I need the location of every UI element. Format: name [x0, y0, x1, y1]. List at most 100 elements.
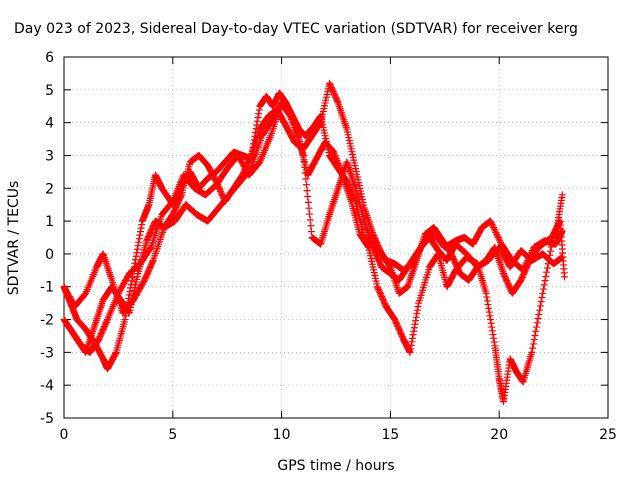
y-tick-label: 6 [45, 50, 54, 66]
data-point [488, 220, 496, 228]
data-point [491, 227, 499, 235]
x-tick-label: 5 [168, 427, 177, 443]
data-point [494, 234, 502, 241]
data-point [300, 157, 308, 165]
axis-tick-labels: 0 5 10 15 20 25 -5 -4 -3 -2 -1 0 1 2 3 4 5 6 [40, 50, 617, 443]
data-point [126, 287, 134, 295]
data-point [134, 242, 142, 250]
data-point [288, 114, 296, 122]
data-point [539, 289, 547, 297]
data-point [529, 344, 537, 352]
data-point [412, 313, 420, 321]
data-point [537, 298, 545, 306]
data-point [484, 301, 492, 309]
data-point [485, 308, 493, 316]
data-point [334, 98, 342, 106]
data-point [281, 97, 289, 105]
data-point [138, 221, 146, 229]
data-point [533, 323, 541, 331]
data-point [545, 256, 553, 264]
data-point [136, 228, 144, 236]
y-tick-label: 5 [45, 83, 54, 99]
data-point [434, 251, 442, 259]
data-point [411, 320, 419, 328]
data-point [330, 150, 338, 158]
data-point [121, 316, 129, 324]
data-point [489, 331, 497, 339]
data-point [543, 268, 551, 276]
data-point [133, 249, 141, 257]
data-point [301, 163, 309, 171]
data-point [530, 336, 538, 344]
data-point [288, 112, 296, 120]
data-point [125, 291, 133, 299]
data-point [137, 224, 145, 232]
data-point [289, 115, 297, 123]
data-point [413, 306, 421, 314]
data-point [414, 303, 422, 311]
data-point [493, 230, 501, 238]
data-point [538, 294, 546, 302]
y-tick-label: -3 [40, 345, 54, 361]
data-point [136, 231, 144, 239]
x-tick-label: 0 [60, 427, 69, 443]
y-tick-label: 1 [45, 214, 54, 230]
data-point [412, 317, 420, 325]
data-point [407, 341, 415, 349]
data-point [299, 151, 307, 159]
y-tick-label: -4 [40, 378, 54, 394]
data-point [410, 324, 418, 332]
data-point [536, 306, 544, 314]
data-point [495, 235, 503, 243]
data-point [112, 350, 120, 358]
data-point [306, 216, 314, 224]
data-point [103, 317, 111, 325]
y-tick-label: 3 [45, 148, 54, 164]
data-point [135, 235, 143, 243]
chart-title: Day 023 of 2023, Sidereal Day-to-day VTE… [14, 21, 578, 37]
data-point [487, 319, 495, 327]
data-point [493, 232, 501, 240]
series-trace-b [60, 99, 568, 406]
data-point [542, 272, 550, 280]
data-point [540, 281, 548, 289]
data-point [488, 323, 496, 331]
data-point [539, 285, 547, 293]
data-point [558, 227, 566, 235]
data-point [304, 192, 312, 200]
x-tick-label: 15 [381, 427, 399, 443]
data-point [490, 225, 498, 233]
y-tick-label: 2 [45, 181, 54, 197]
data-point [488, 327, 496, 335]
y-axis-label: SDTVAR / TECUs [6, 181, 22, 296]
data-point [529, 340, 537, 348]
data-point [492, 229, 500, 237]
data-point [330, 148, 338, 156]
data-point [255, 110, 263, 118]
data-point [307, 228, 315, 236]
data-point [281, 99, 289, 107]
data-point [406, 348, 414, 356]
data-point [284, 106, 292, 114]
plot-frame [63, 56, 609, 419]
data-point [149, 258, 157, 266]
axis-ticks [63, 56, 609, 419]
data-point [489, 222, 497, 230]
data-points [60, 79, 568, 406]
data-point [408, 334, 416, 342]
series-trace-d [64, 79, 566, 356]
data-point [487, 219, 495, 227]
data-point [247, 153, 255, 161]
data-point [335, 161, 343, 169]
data-point [543, 264, 551, 272]
data-point [146, 245, 154, 253]
data-point [301, 169, 309, 177]
data-point [316, 120, 324, 128]
data-point [280, 96, 288, 104]
data-point [282, 101, 290, 109]
data-point [128, 277, 136, 285]
data-point [490, 224, 498, 232]
data-point [486, 217, 494, 225]
x-tick-label: 20 [490, 427, 508, 443]
